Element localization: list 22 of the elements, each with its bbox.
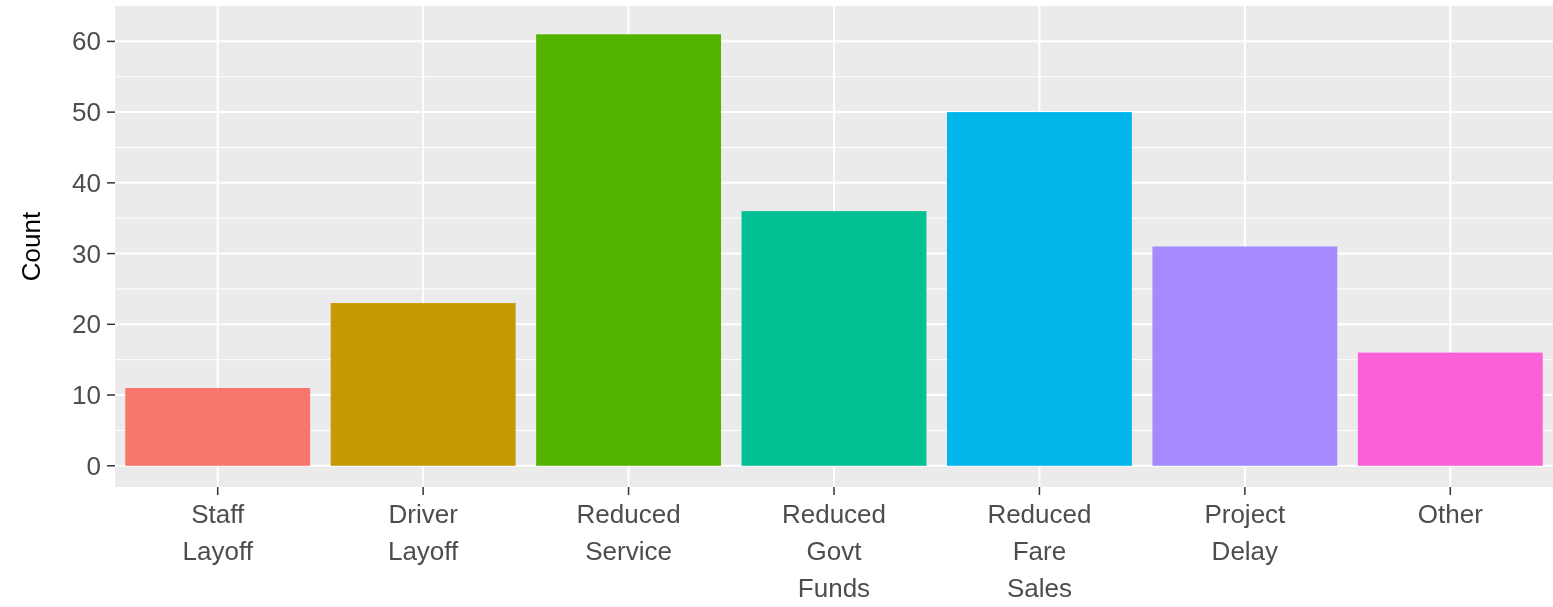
x-tick-label: Reduced Govt Funds xyxy=(781,499,887,603)
y-tick-label: 20 xyxy=(72,309,101,340)
x-tick-label: Reduced Fare Sales xyxy=(987,499,1092,603)
y-tick-label: 30 xyxy=(72,238,101,269)
y-axis-title: Count xyxy=(16,211,46,282)
bar xyxy=(125,387,311,466)
y-tick-label: 0 xyxy=(86,450,101,481)
bar xyxy=(536,34,722,466)
bar xyxy=(1152,246,1338,466)
bar xyxy=(330,303,516,466)
bar xyxy=(1357,352,1543,466)
x-tick-label: Project Delay xyxy=(1204,499,1287,566)
y-tick-label: 10 xyxy=(72,380,101,411)
x-tick-label: Reduced Service xyxy=(576,499,681,566)
bar xyxy=(741,211,927,466)
y-tick-label: 50 xyxy=(72,97,101,128)
y-tick-label: 40 xyxy=(72,167,101,198)
x-tick-label: Driver Layoff xyxy=(387,499,460,566)
x-tick-label: Other xyxy=(1417,499,1484,529)
bar xyxy=(946,112,1132,466)
y-tick-label: 60 xyxy=(72,26,101,57)
x-tick-label: Staff Layoff xyxy=(182,499,254,566)
